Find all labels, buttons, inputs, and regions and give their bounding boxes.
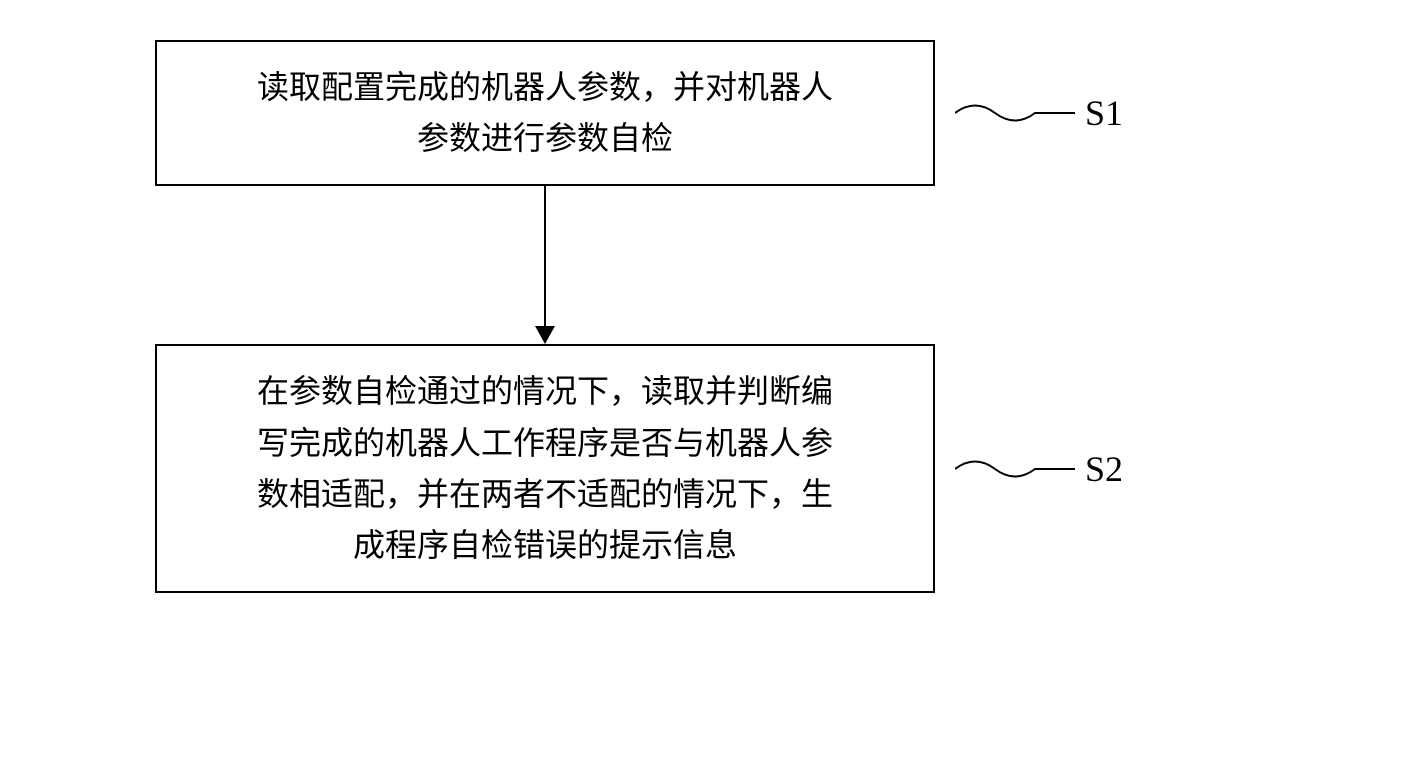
flowchart-container: 读取配置完成的机器人参数，并对机器人 参数进行参数自检 S1 在参数自检通过的情… bbox=[155, 40, 1255, 593]
node-s2-line1: 在参数自检通过的情况下，读取并判断编 bbox=[187, 366, 903, 417]
node-s2-line4: 成程序自检错误的提示信息 bbox=[187, 520, 903, 571]
flowchart-node-s2: 在参数自检通过的情况下，读取并判断编 写完成的机器人工作程序是否与机器人参 数相… bbox=[155, 344, 935, 593]
label-container-s1: S1 bbox=[955, 92, 1255, 134]
node-s2-line3: 数相适配，并在两者不适配的情况下，生 bbox=[187, 469, 903, 520]
arrow-row bbox=[155, 186, 1255, 344]
node-s2-line2: 写完成的机器人工作程序是否与机器人参 bbox=[187, 418, 903, 469]
node-s1-line2: 参数进行参数自检 bbox=[187, 113, 903, 164]
node-label-s2: S2 bbox=[1085, 448, 1123, 490]
label-container-s2: S2 bbox=[955, 448, 1255, 490]
arrow-line-icon bbox=[544, 186, 546, 326]
arrow-head-icon bbox=[535, 326, 555, 344]
curve-connector-icon bbox=[955, 449, 1075, 489]
flowchart-node-s1: 读取配置完成的机器人参数，并对机器人 参数进行参数自检 bbox=[155, 40, 935, 186]
node-label-s1: S1 bbox=[1085, 92, 1123, 134]
node-s1-line1: 读取配置完成的机器人参数，并对机器人 bbox=[187, 62, 903, 113]
flowchart-row-s1: 读取配置完成的机器人参数，并对机器人 参数进行参数自检 S1 bbox=[155, 40, 1255, 186]
curve-connector-icon bbox=[955, 93, 1075, 133]
flowchart-row-s2: 在参数自检通过的情况下，读取并判断编 写完成的机器人工作程序是否与机器人参 数相… bbox=[155, 344, 1255, 593]
flowchart-arrow bbox=[155, 186, 935, 344]
